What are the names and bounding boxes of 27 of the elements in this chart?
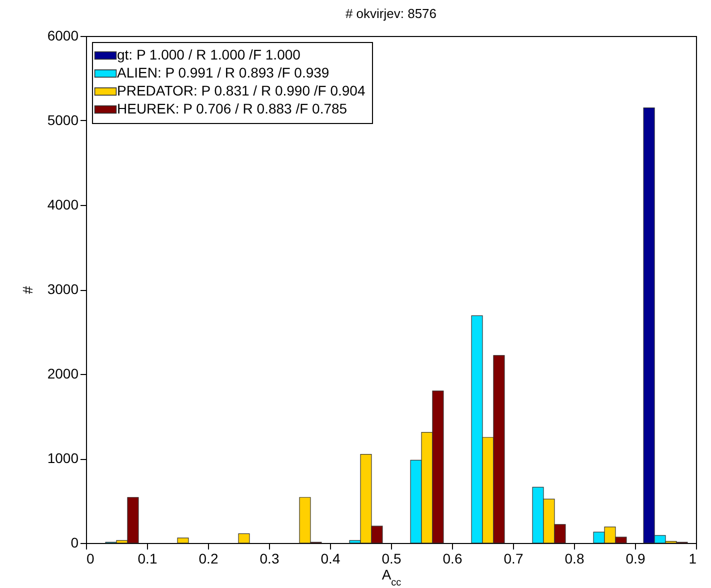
x-tick-label: 0.8 [564,550,584,566]
chart-title: # okvirjev: 8576 [345,6,437,21]
bar [238,533,250,544]
legend-label: ALIEN: P 0.991 / R 0.893 /F 0.939 [117,64,330,80]
legend-label: gt: P 1.000 / R 1.000 /F 1.000 [117,46,301,62]
y-tick-label: 2000 [47,366,79,382]
x-tick-label: 0.4 [320,550,340,566]
x-tick-label: 0.9 [626,550,646,566]
y-tick-label: 1000 [47,450,79,466]
x-tick-label: 1 [688,550,697,566]
x-tick-label: 0.2 [198,550,218,566]
x-tick-label: 0.5 [382,550,402,566]
y-tick-label: 0 [70,534,79,550]
x-tick-label: 0.7 [504,550,524,566]
x-tick-label: 0.6 [442,550,462,566]
y-axis-title: # [19,286,36,294]
legend-label: HEUREK: P 0.706 / R 0.883 /F 0.785 [117,100,348,116]
y-tick-label: 3000 [47,281,79,297]
x-tick-label: 0.1 [138,550,158,566]
x-tick-label: 0 [86,550,94,566]
x-tick-label: 0.3 [260,550,280,566]
bar [177,538,189,544]
y-tick-label: 5000 [47,112,79,128]
legend-label: PREDATOR: P 0.831 / R 0.990 /F 0.904 [117,82,366,98]
y-tick-label: 6000 [47,28,79,44]
y-tick-label: 4000 [47,196,79,212]
x-axis-title: A$_{cc}$ [382,566,402,588]
